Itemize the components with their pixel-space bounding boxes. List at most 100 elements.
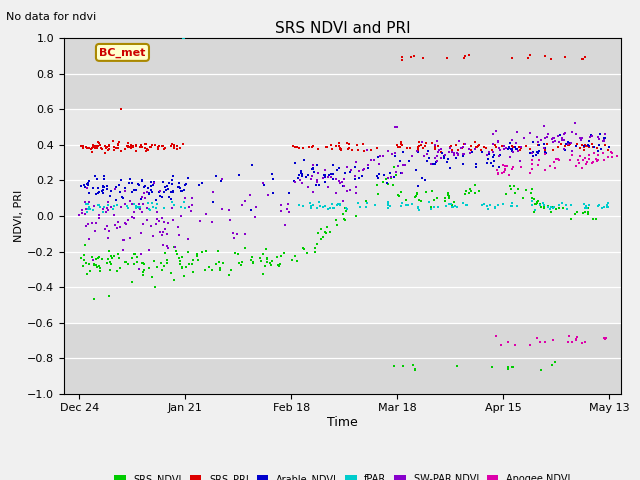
SRS_NDVI bbox=[444, 194, 454, 202]
fPAR bbox=[99, 204, 109, 211]
SRS_PRI bbox=[307, 142, 317, 149]
Apogee NDVI bbox=[535, 338, 545, 346]
Arable_NDVI bbox=[389, 174, 399, 181]
SRS_NDVI bbox=[447, 201, 457, 208]
SRS_PRI bbox=[507, 54, 517, 62]
SRS_NDVI bbox=[278, 249, 289, 257]
SW-PAR NDVI bbox=[174, 231, 184, 239]
SRS_PRI bbox=[78, 143, 88, 151]
SW-PAR NDVI bbox=[560, 129, 570, 137]
Apogee NDVI bbox=[526, 156, 536, 164]
SRS_PRI bbox=[322, 144, 332, 151]
SW-PAR NDVI bbox=[449, 151, 460, 159]
SRS_NDVI bbox=[539, 204, 549, 212]
fPAR bbox=[98, 208, 108, 216]
SW-PAR NDVI bbox=[195, 217, 205, 225]
SW-PAR NDVI bbox=[93, 212, 104, 219]
fPAR bbox=[294, 201, 305, 208]
SW-PAR NDVI bbox=[121, 220, 131, 228]
Apogee NDVI bbox=[573, 156, 583, 164]
SW-PAR NDVI bbox=[337, 178, 347, 186]
Arable_NDVI bbox=[167, 188, 177, 195]
SRS_PRI bbox=[471, 144, 481, 151]
Arable_NDVI bbox=[154, 188, 164, 195]
SRS_PRI bbox=[563, 141, 573, 149]
SRS_PRI bbox=[83, 144, 93, 152]
SW-PAR NDVI bbox=[157, 231, 168, 239]
Arable_NDVI bbox=[504, 143, 514, 151]
SRS_NDVI bbox=[247, 252, 257, 260]
SRS_NDVI bbox=[175, 257, 185, 264]
SW-PAR NDVI bbox=[129, 209, 139, 216]
Arable_NDVI bbox=[328, 170, 338, 178]
SW-PAR NDVI bbox=[168, 216, 179, 224]
Arable_NDVI bbox=[373, 170, 383, 178]
SW-PAR NDVI bbox=[157, 241, 168, 249]
SW-PAR NDVI bbox=[154, 216, 164, 224]
SRS_PRI bbox=[108, 137, 118, 144]
fPAR bbox=[383, 202, 393, 209]
SRS_NDVI bbox=[550, 205, 561, 213]
Arable_NDVI bbox=[111, 183, 122, 191]
SRS_NDVI bbox=[169, 243, 179, 251]
SRS_PRI bbox=[137, 144, 147, 151]
Apogee NDVI bbox=[493, 170, 503, 178]
SW-PAR NDVI bbox=[152, 216, 162, 223]
fPAR bbox=[490, 204, 500, 212]
fPAR bbox=[602, 203, 612, 211]
Arable_NDVI bbox=[207, 198, 218, 205]
SRS_PRI bbox=[109, 143, 119, 151]
SW-PAR NDVI bbox=[100, 225, 111, 233]
SW-PAR NDVI bbox=[103, 234, 113, 242]
Arable_NDVI bbox=[175, 184, 185, 192]
fPAR bbox=[333, 200, 343, 207]
SW-PAR NDVI bbox=[354, 167, 364, 175]
Arable_NDVI bbox=[373, 174, 383, 182]
SRS_PRI bbox=[127, 144, 138, 151]
Arable_NDVI bbox=[129, 186, 139, 193]
fPAR bbox=[581, 203, 591, 210]
SRS_NDVI bbox=[467, 187, 477, 195]
SRS_PRI bbox=[408, 52, 419, 60]
SRS_PRI bbox=[157, 142, 168, 149]
SRS_PRI bbox=[166, 140, 177, 148]
SRS_PRI bbox=[525, 51, 535, 59]
SRS_PRI bbox=[372, 144, 383, 152]
SRS_NDVI bbox=[557, 204, 568, 212]
SRS_PRI bbox=[113, 141, 123, 149]
SRS_NDVI bbox=[122, 260, 132, 268]
SW-PAR NDVI bbox=[493, 137, 504, 145]
SRS_NDVI bbox=[87, 253, 97, 261]
SRS_PRI bbox=[445, 144, 455, 151]
SW-PAR NDVI bbox=[432, 153, 442, 160]
fPAR bbox=[441, 202, 451, 209]
SRS_NDVI bbox=[474, 188, 484, 195]
Arable_NDVI bbox=[396, 169, 406, 177]
SW-PAR NDVI bbox=[494, 152, 504, 160]
Arable_NDVI bbox=[403, 157, 413, 165]
SW-PAR NDVI bbox=[440, 152, 451, 159]
SRS_PRI bbox=[101, 144, 111, 152]
Arable_NDVI bbox=[311, 181, 321, 189]
SRS_PRI bbox=[520, 142, 531, 149]
fPAR bbox=[88, 206, 98, 214]
Apogee NDVI bbox=[499, 166, 509, 173]
SRS_PRI bbox=[481, 144, 491, 152]
SW-PAR NDVI bbox=[139, 189, 149, 196]
Arable_NDVI bbox=[140, 182, 150, 190]
SRS_NDVI bbox=[256, 258, 266, 265]
SRS_PRI bbox=[584, 144, 594, 151]
SRS_PRI bbox=[347, 146, 357, 154]
SW-PAR NDVI bbox=[351, 189, 362, 197]
SW-PAR NDVI bbox=[334, 177, 344, 185]
Arable_NDVI bbox=[167, 180, 177, 188]
SW-PAR NDVI bbox=[201, 210, 211, 218]
SW-PAR NDVI bbox=[180, 194, 190, 202]
Arable_NDVI bbox=[168, 173, 179, 180]
SW-PAR NDVI bbox=[550, 138, 560, 145]
SRS_NDVI bbox=[443, 191, 453, 199]
Arable_NDVI bbox=[98, 186, 108, 193]
Arable_NDVI bbox=[511, 145, 522, 153]
SRS_NDVI bbox=[183, 248, 193, 256]
SW-PAR NDVI bbox=[125, 197, 135, 204]
